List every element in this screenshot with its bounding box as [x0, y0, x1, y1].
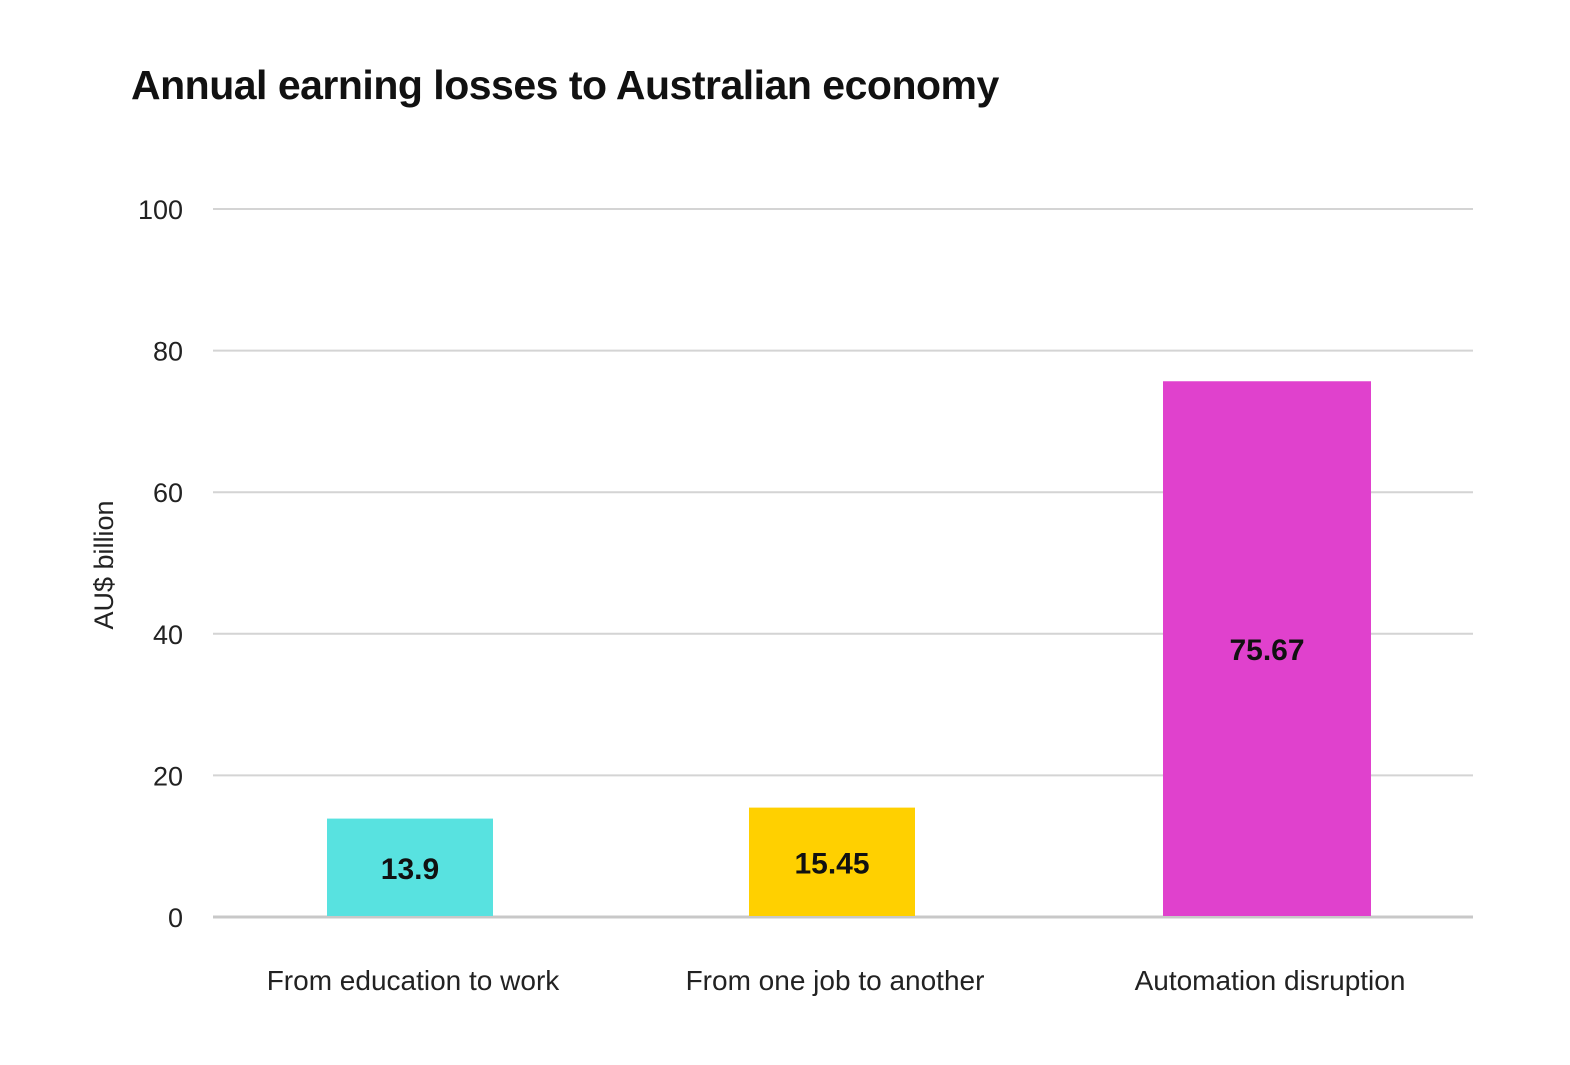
x-category-label: From one job to another: [686, 965, 985, 996]
y-axis-label: AU$ billion: [89, 500, 119, 629]
chart-title: Annual earning losses to Australian econ…: [131, 62, 999, 108]
y-tick-label: 60: [153, 478, 183, 508]
x-category-label: From education to work: [267, 965, 561, 996]
y-tick-label: 80: [153, 337, 183, 367]
data-label: 15.45: [794, 847, 869, 880]
data-label: 13.9: [381, 853, 439, 886]
data-label: 75.67: [1229, 634, 1304, 667]
x-category-label: Automation disruption: [1135, 965, 1406, 996]
y-tick-label: 0: [168, 903, 183, 933]
bar: [749, 807, 915, 916]
y-tick-label: 100: [138, 195, 183, 225]
y-tick-label: 40: [153, 620, 183, 650]
y-tick-label: 20: [153, 761, 183, 791]
bar: [327, 818, 493, 916]
bar: [1163, 381, 1371, 916]
